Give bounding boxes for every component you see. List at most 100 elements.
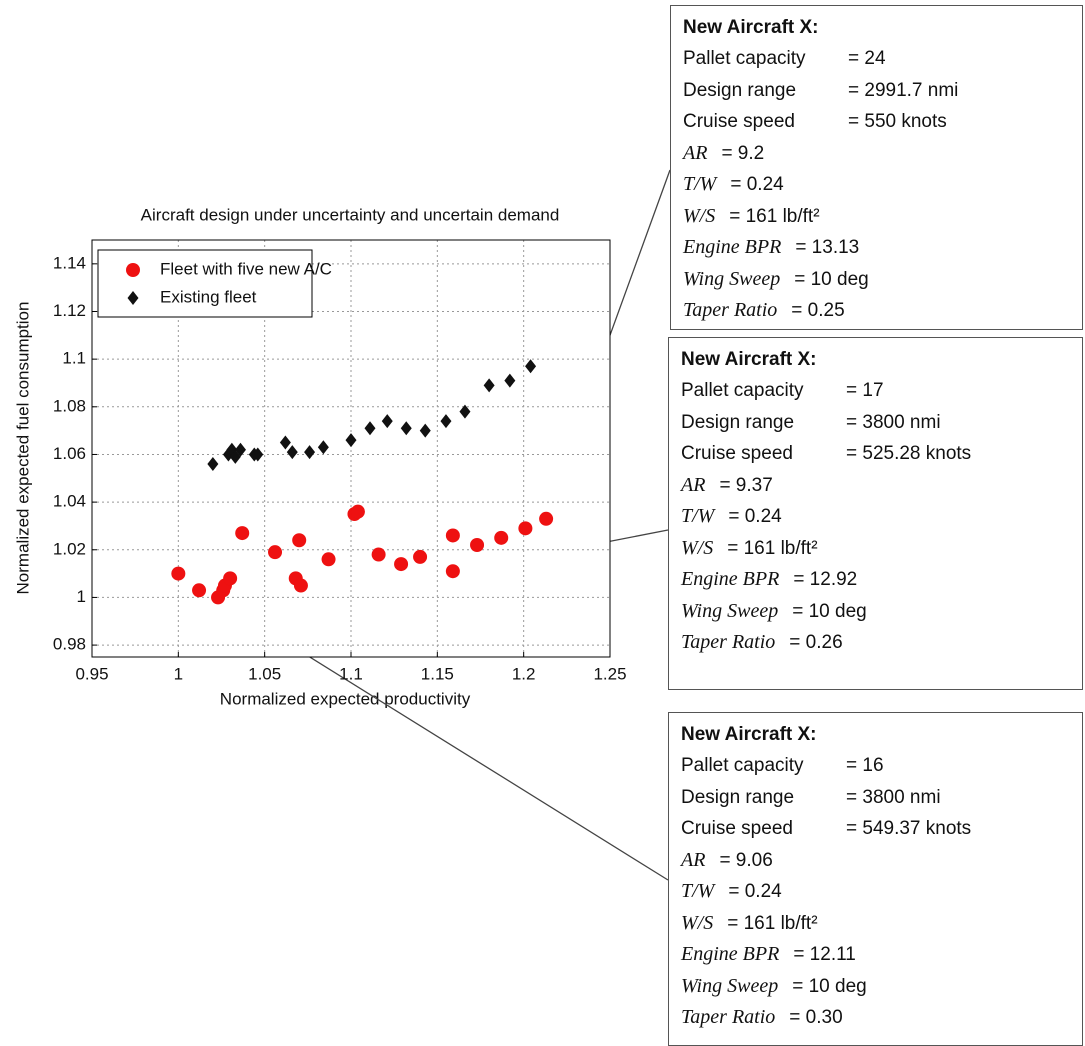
y-tick-label: 1.08 bbox=[53, 396, 86, 415]
y-axis-label: Normalized expected fuel consumption bbox=[13, 302, 32, 595]
row-value: = 3800 nmi bbox=[846, 411, 941, 433]
annotation-row: T/W = 0.24 bbox=[681, 876, 1082, 908]
row-label: Engine BPR bbox=[681, 568, 780, 590]
y-tick-label: 1.1 bbox=[62, 349, 86, 368]
row-value: = 10 deg bbox=[792, 600, 867, 622]
circle-point bbox=[394, 557, 409, 572]
row-label: Cruise speed bbox=[681, 443, 793, 464]
circle-point bbox=[350, 504, 365, 519]
annotation-row: Taper Ratio = 0.30 bbox=[681, 1002, 1082, 1034]
x-tick-label: 1.2 bbox=[512, 664, 536, 683]
legend-label: Existing fleet bbox=[160, 287, 257, 306]
row-label: Wing Sweep bbox=[683, 267, 781, 290]
row-label: W/S bbox=[681, 911, 714, 934]
annotation-row: Wing Sweep = 10 deg bbox=[683, 264, 1082, 296]
row-value: = 17 bbox=[846, 380, 884, 401]
circle-point bbox=[292, 533, 307, 548]
row-value: = 0.24 bbox=[730, 174, 784, 195]
diamond-point bbox=[400, 421, 412, 436]
annotation-row: Taper Ratio = 0.26 bbox=[681, 627, 1082, 659]
y-tick-label: 1.12 bbox=[53, 301, 86, 320]
annotation-row: AR = 9.37 bbox=[681, 470, 1082, 502]
row-label: Design range bbox=[681, 786, 795, 808]
row-value: = 9.06 bbox=[719, 849, 773, 871]
row-label: T/W bbox=[681, 505, 715, 527]
y-tick-label: 1.02 bbox=[53, 539, 86, 558]
circle-point bbox=[223, 571, 238, 586]
annotation-title-text: New Aircraft X: bbox=[681, 724, 817, 745]
annotation-title: New Aircraft X: bbox=[681, 344, 1082, 375]
row-value: = 10 deg bbox=[792, 975, 867, 997]
row-value: = 161 lb/ft² bbox=[727, 537, 818, 559]
diamond-point bbox=[286, 445, 298, 460]
row-label: AR bbox=[683, 141, 708, 164]
annotation-row: Pallet capacity = 24 bbox=[683, 43, 1082, 75]
row-value: = 161 lb/ft² bbox=[729, 205, 820, 227]
diamond-point bbox=[440, 414, 452, 429]
row-label: Cruise speed bbox=[681, 818, 793, 839]
row-value: = 12.92 bbox=[793, 569, 858, 590]
legend-label: Fleet with five new A/C bbox=[160, 259, 332, 278]
row-value: = 0.30 bbox=[789, 1007, 843, 1028]
row-value: = 24 bbox=[848, 48, 886, 69]
annotation-row: Cruise speed = 525.28 knots bbox=[681, 438, 1082, 470]
diamond-point bbox=[483, 378, 495, 393]
legend-marker bbox=[126, 263, 140, 277]
row-value: = 0.26 bbox=[789, 632, 843, 653]
annotation-row: Engine BPR = 13.13 bbox=[683, 232, 1082, 264]
row-value: = 2991.7 nmi bbox=[848, 79, 959, 101]
row-label: T/W bbox=[683, 173, 717, 195]
row-value: = 0.24 bbox=[728, 881, 782, 902]
annotation-row: T/W = 0.24 bbox=[681, 501, 1082, 533]
annotation-box: New Aircraft X: Pallet capacity = 24 Design… bbox=[670, 5, 1083, 330]
row-value: = 12.11 bbox=[793, 944, 856, 965]
annotation-row: W/S = 161 lb/ft² bbox=[683, 201, 1082, 233]
row-label: T/W bbox=[681, 880, 715, 902]
annotation-row: Wing Sweep = 10 deg bbox=[681, 596, 1082, 628]
annotation-box: New Aircraft X: Pallet capacity = 16 Design… bbox=[668, 712, 1083, 1046]
row-value: = 10 deg bbox=[794, 268, 869, 290]
row-value: = 13.13 bbox=[795, 237, 860, 258]
row-label: AR bbox=[681, 848, 706, 871]
row-value: = 550 knots bbox=[848, 111, 947, 132]
row-label: Pallet capacity bbox=[681, 380, 804, 401]
diamond-point bbox=[317, 440, 329, 455]
circle-point bbox=[321, 552, 336, 567]
plot-border bbox=[91, 239, 611, 658]
circle-point bbox=[192, 583, 207, 598]
row-value: = 0.25 bbox=[791, 300, 845, 321]
diamond-point bbox=[419, 423, 431, 438]
circle-point bbox=[518, 521, 533, 536]
row-label: Engine BPR bbox=[681, 943, 780, 965]
y-tick-label: 1 bbox=[77, 587, 86, 606]
x-tick-label: 1.1 bbox=[339, 664, 363, 683]
row-label: Design range bbox=[683, 79, 797, 101]
row-value: = 549.37 knots bbox=[846, 818, 972, 839]
row-value: = 161 lb/ft² bbox=[727, 912, 818, 934]
row-label: W/S bbox=[681, 536, 714, 559]
y-tick-label: 1.06 bbox=[53, 444, 86, 463]
row-value: = 3800 nmi bbox=[846, 786, 941, 808]
y-tick-label: 0.98 bbox=[53, 635, 86, 654]
x-tick-label: 1.05 bbox=[248, 664, 281, 683]
row-value: = 9.2 bbox=[721, 142, 765, 164]
row-label: Wing Sweep bbox=[681, 974, 779, 997]
annotation-title-text: New Aircraft X: bbox=[681, 349, 817, 370]
annotation-row: Cruise speed = 550 knots bbox=[683, 106, 1082, 138]
annotation-title: New Aircraft X: bbox=[683, 12, 1082, 43]
annotation-row: Design range = 3800 nmi bbox=[681, 407, 1082, 439]
annotation-row: T/W = 0.24 bbox=[683, 169, 1082, 201]
row-label: Cruise speed bbox=[683, 111, 795, 132]
row-label: Pallet capacity bbox=[683, 48, 806, 69]
chart-title: Aircraft design under uncertainty and un… bbox=[141, 205, 560, 224]
x-axis-label: Normalized expected productivity bbox=[220, 689, 471, 708]
row-label: Pallet capacity bbox=[681, 755, 804, 776]
y-tick-label: 1.14 bbox=[53, 253, 86, 272]
legend-box bbox=[97, 249, 313, 318]
x-tick-label: 1.25 bbox=[593, 664, 626, 683]
row-label: Taper Ratio bbox=[681, 631, 776, 653]
diamond-point bbox=[345, 433, 357, 448]
circle-point bbox=[371, 547, 386, 562]
diamond-point bbox=[304, 445, 316, 460]
